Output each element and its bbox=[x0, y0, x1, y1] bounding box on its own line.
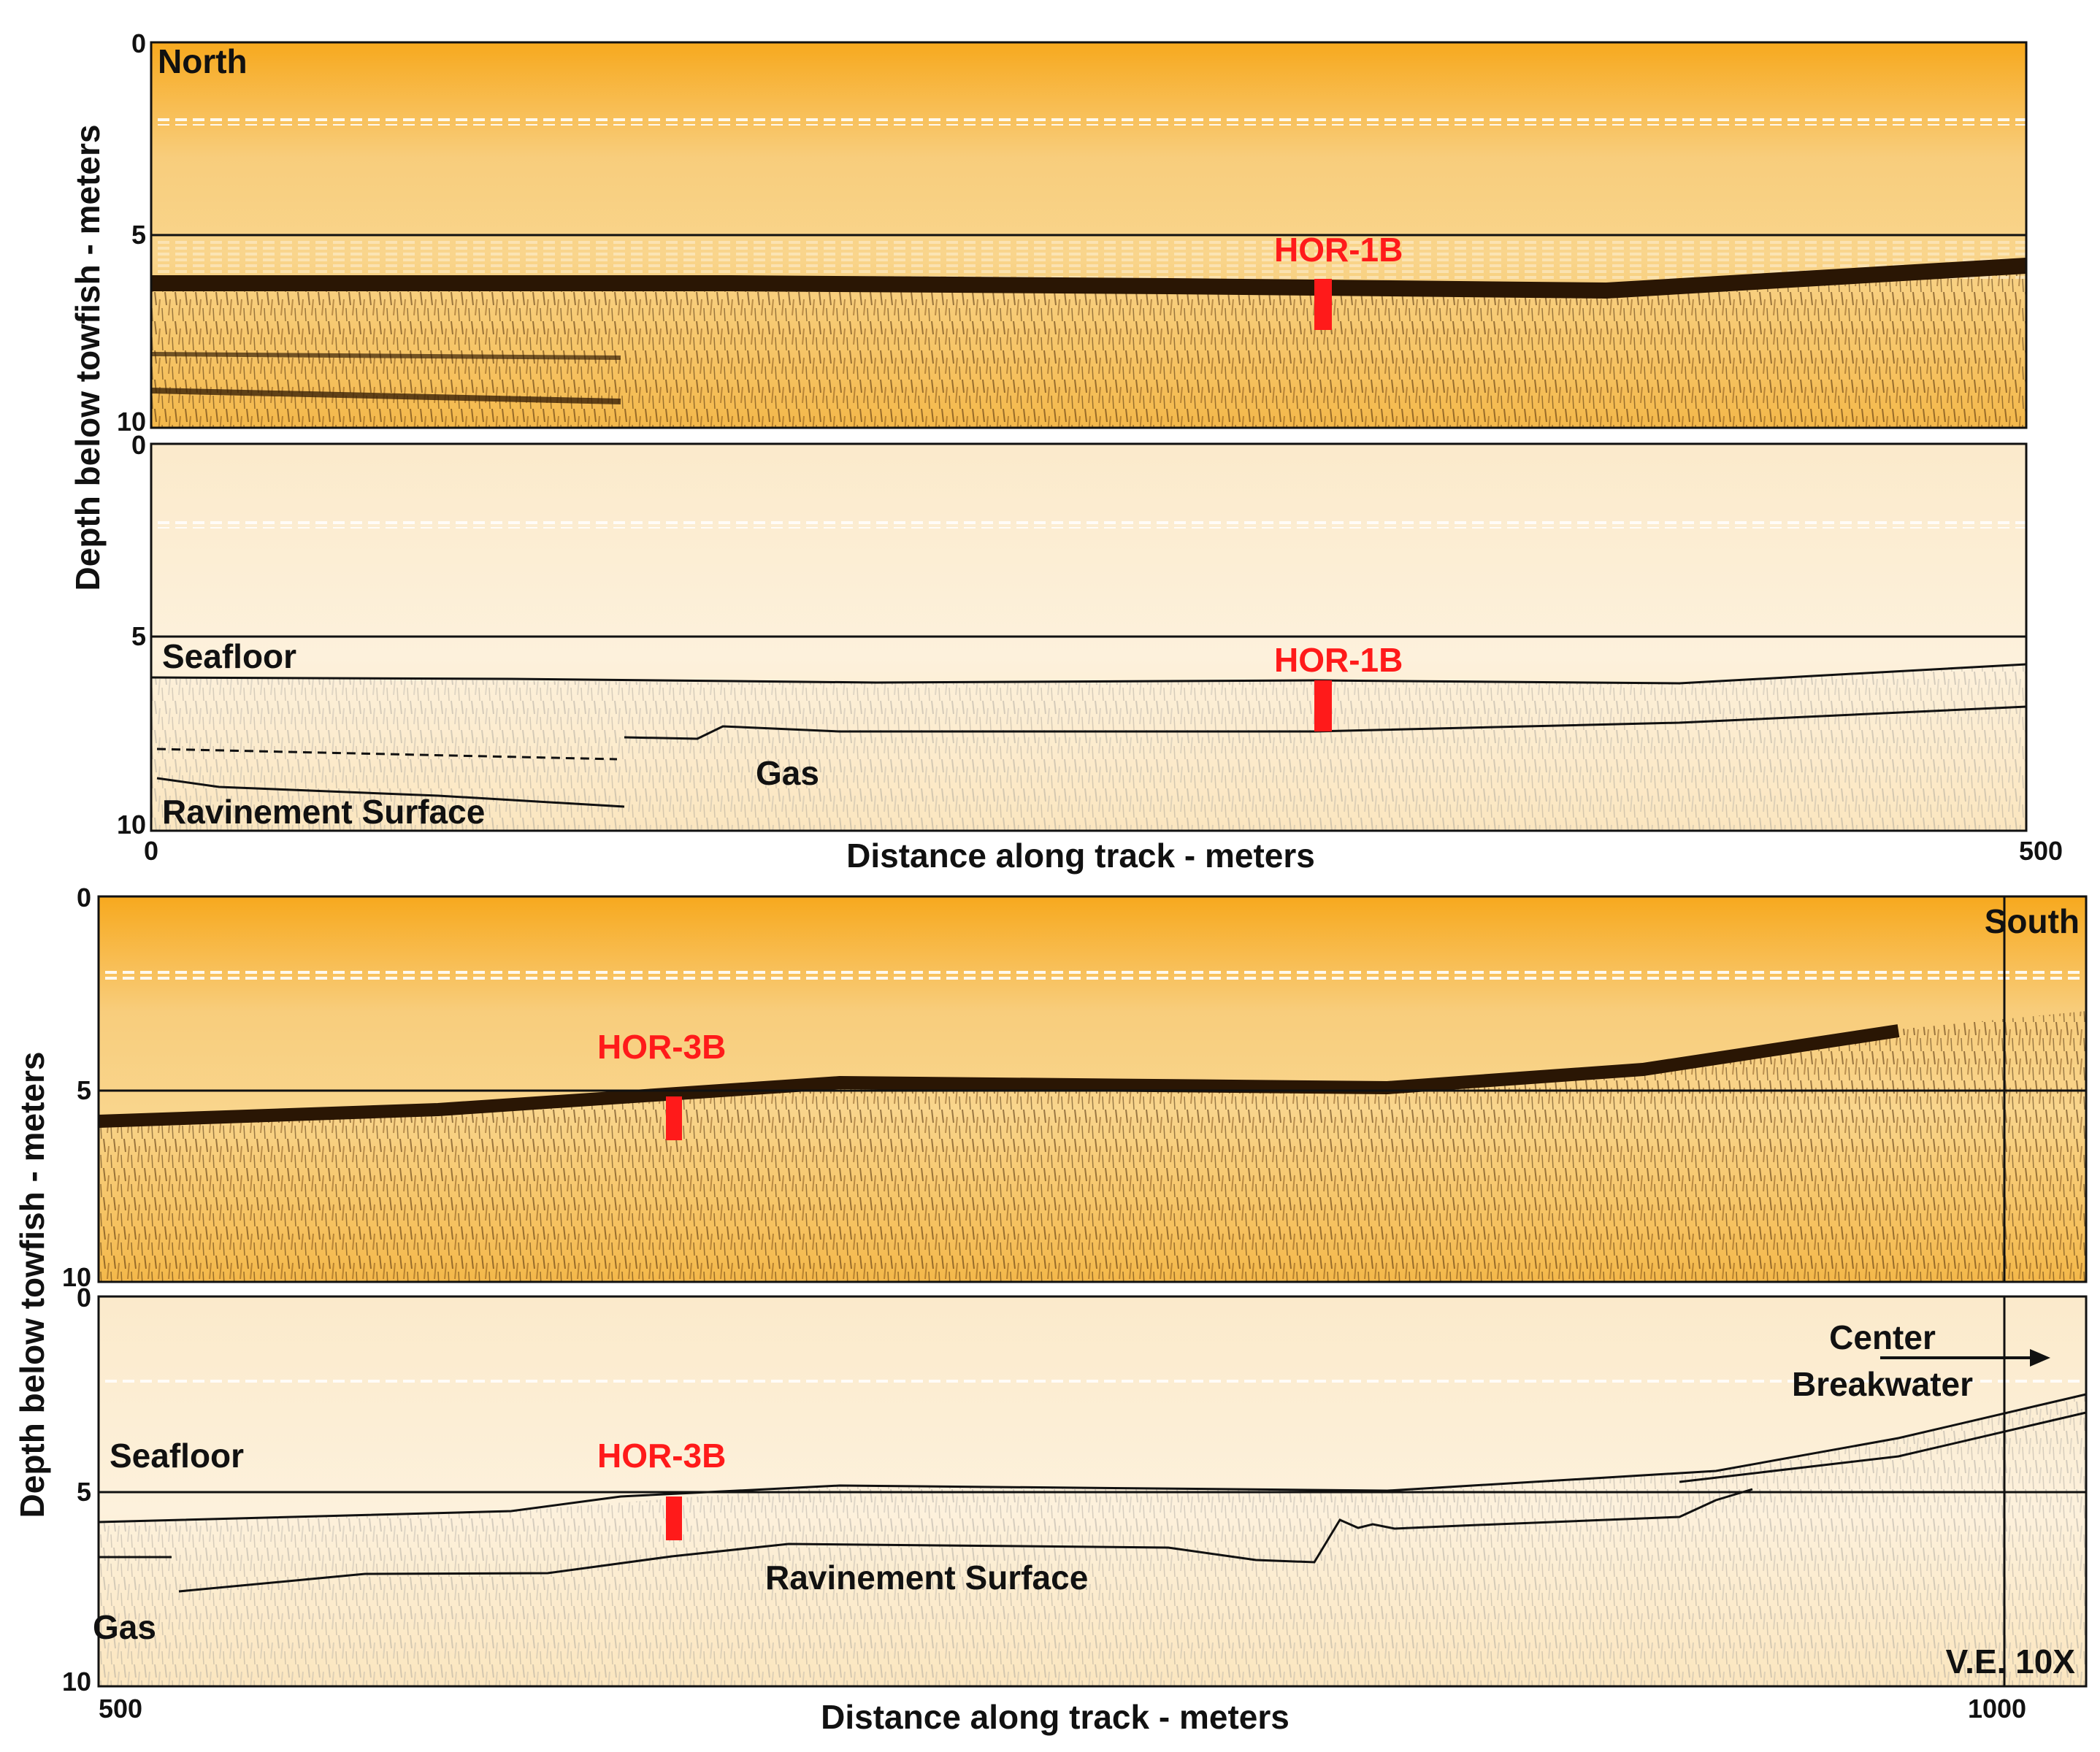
bottom-raw-y-tick-5: 5 bbox=[77, 1075, 91, 1105]
bottom-seafloor-lower-line bbox=[1679, 1411, 2087, 1483]
bottom-raw-y-tick-0: 0 bbox=[77, 883, 91, 912]
top-gas-boundary bbox=[624, 705, 2027, 740]
top-raw-subsurface bbox=[151, 266, 2026, 428]
bottom-raw-y-tick-10: 10 bbox=[62, 1262, 91, 1292]
top-raw-y-tick-10: 10 bbox=[117, 407, 146, 437]
bottom-ravinement-line bbox=[178, 1488, 1753, 1593]
bottom-interp-subsurface bbox=[99, 1393, 2086, 1686]
breakwater-label: Breakwater bbox=[1792, 1365, 1973, 1403]
top-x-tick-0: 0 bbox=[144, 836, 158, 866]
bottom-interp-y-tick-10: 10 bbox=[62, 1667, 91, 1697]
top-raw-core-label: HOR-1B bbox=[1274, 231, 1403, 269]
top-raw-seafloor-reflector bbox=[151, 258, 2027, 299]
top-interp-panel: Seafloor HOR-1B Gas Ravinement Surface 0… bbox=[117, 430, 2028, 840]
top-y-axis-title: Depth below towfish - meters bbox=[69, 125, 107, 591]
bottom-interp-y-tick-0: 0 bbox=[77, 1283, 91, 1313]
breakwater-arrow-head bbox=[2030, 1349, 2050, 1367]
ve-label: V.E. 10X bbox=[1946, 1642, 2076, 1680]
top-interp-core-marker bbox=[1314, 680, 1332, 731]
top-x-axis-title: Distance along track - meters bbox=[846, 837, 1315, 875]
top-raw-panel: North HOR-1B 0 5 10 bbox=[117, 28, 2028, 437]
top-raw-y-tick-0: 0 bbox=[131, 28, 146, 58]
top-interp-subsurface bbox=[151, 664, 2026, 831]
bottom-interp-panel: Seafloor HOR-3B Ravinement Surface Gas C… bbox=[62, 1283, 2088, 1697]
bottom-raw-core-marker bbox=[666, 1096, 682, 1140]
top-seafloor-label: Seafloor bbox=[162, 637, 296, 675]
bottom-raw-panel: South HOR-3B 0 5 10 bbox=[62, 883, 2088, 1292]
top-interp-core-label: HOR-1B bbox=[1274, 641, 1403, 679]
top-ravinement-label: Ravinement Surface bbox=[162, 793, 485, 831]
bottom-interp-y-tick-5: 5 bbox=[77, 1477, 91, 1507]
top-raw-y-tick-5: 5 bbox=[131, 220, 146, 250]
bottom-seafloor-label: Seafloor bbox=[110, 1437, 244, 1475]
south-label: South bbox=[1985, 902, 2080, 940]
bottom-raw-core-label: HOR-3B bbox=[597, 1028, 726, 1066]
top-x-tick-500: 500 bbox=[2019, 836, 2063, 866]
top-gas-label: Gas bbox=[756, 754, 819, 792]
top-dashed-reflector bbox=[156, 748, 618, 761]
top-interp-y-tick-0: 0 bbox=[131, 430, 146, 460]
north-label: North bbox=[158, 42, 248, 80]
top-seafloor-line bbox=[150, 663, 2027, 685]
top-interp-y-tick-10: 10 bbox=[117, 810, 146, 840]
bottom-x-tick-1000: 1000 bbox=[1968, 1694, 2026, 1724]
bottom-gas-label: Gas bbox=[93, 1608, 156, 1646]
bottom-y-axis-title: Depth below towfish - meters bbox=[13, 1052, 51, 1518]
bottom-interp-core-label: HOR-3B bbox=[597, 1437, 726, 1475]
bottom-seafloor-line bbox=[98, 1393, 2087, 1524]
center-label: Center bbox=[1829, 1318, 1936, 1356]
top-ravinement-line bbox=[156, 777, 625, 808]
bottom-raw-seafloor-reflector bbox=[98, 1024, 1900, 1128]
bottom-x-tick-500: 500 bbox=[99, 1694, 142, 1724]
bottom-x-axis-title: Distance along track - meters bbox=[821, 1698, 1289, 1736]
bottom-interp-core-marker bbox=[666, 1496, 682, 1540]
top-interp-y-tick-5: 5 bbox=[131, 621, 146, 651]
bottom-ravinement-label: Ravinement Surface bbox=[765, 1559, 1088, 1597]
top-raw-core-marker bbox=[1314, 279, 1332, 330]
